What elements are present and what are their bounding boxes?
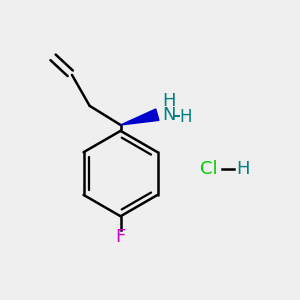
Text: H: H: [179, 108, 192, 126]
Text: H: H: [236, 160, 250, 178]
Text: Cl: Cl: [200, 160, 218, 178]
Text: H: H: [162, 92, 176, 110]
Text: N: N: [162, 106, 176, 124]
Text: F: F: [116, 228, 126, 246]
Polygon shape: [121, 109, 159, 125]
